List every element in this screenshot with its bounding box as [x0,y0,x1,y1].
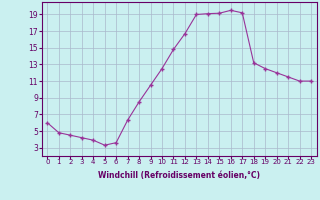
X-axis label: Windchill (Refroidissement éolien,°C): Windchill (Refroidissement éolien,°C) [98,171,260,180]
